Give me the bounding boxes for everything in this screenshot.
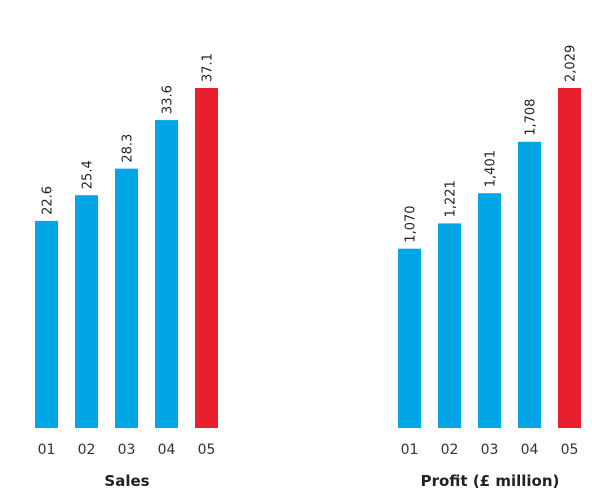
- sales-bar-02: [75, 195, 98, 428]
- profit-bar-03: [478, 193, 501, 428]
- sales-tick-label-03: 03: [118, 442, 136, 458]
- profit-value-label-03: 1,401: [484, 150, 499, 187]
- profit-value-label-02: 1,221: [444, 180, 459, 217]
- sales-tick-label-04: 04: [158, 442, 176, 458]
- sales-value-label-01: 22.6: [41, 186, 56, 215]
- sales-value-label-04: 33.6: [161, 85, 176, 114]
- profit-value-label-05: 2,029: [564, 45, 579, 82]
- sales-chart-title: Sales: [104, 472, 149, 490]
- sales-tick-label-02: 02: [78, 442, 96, 458]
- profit-bar-04: [518, 141, 541, 428]
- sales-bar-03: [115, 168, 138, 428]
- sales-value-label-05: 37.1: [201, 53, 216, 82]
- profit-tick-label-04: 04: [521, 442, 539, 458]
- profit-bar-02: [438, 223, 461, 428]
- sales-tick-label-01: 01: [38, 442, 56, 458]
- profit-value-label-04: 1,708: [524, 99, 539, 136]
- sales-bar-05: [195, 88, 218, 428]
- sales-tick-label-05: 05: [198, 442, 216, 458]
- sales-bar-01: [35, 220, 58, 428]
- profit-bar-01: [398, 248, 421, 428]
- profit-tick-label-05: 05: [561, 442, 579, 458]
- sales-bar-04: [155, 120, 178, 428]
- profit-bar-05: [558, 88, 581, 428]
- profit-value-label-01: 1,070: [404, 205, 419, 242]
- profit-tick-label-03: 03: [481, 442, 499, 458]
- profit-chart-title: Profit (£ million): [421, 472, 560, 490]
- profit-chart: 1,070 01 1,221 02 1,401 03 1,708 04 2,029 05Profi…: [398, 45, 581, 490]
- profit-tick-label-02: 02: [441, 442, 459, 458]
- profit-tick-label-01: 01: [401, 442, 419, 458]
- sales-chart: 22.6 01 25.4 02 28.3 03 33.6 04 37.1 05 Sales: [35, 53, 218, 490]
- sales-value-label-03: 28.3: [121, 134, 136, 163]
- sales-value-label-02: 25.4: [81, 160, 96, 189]
